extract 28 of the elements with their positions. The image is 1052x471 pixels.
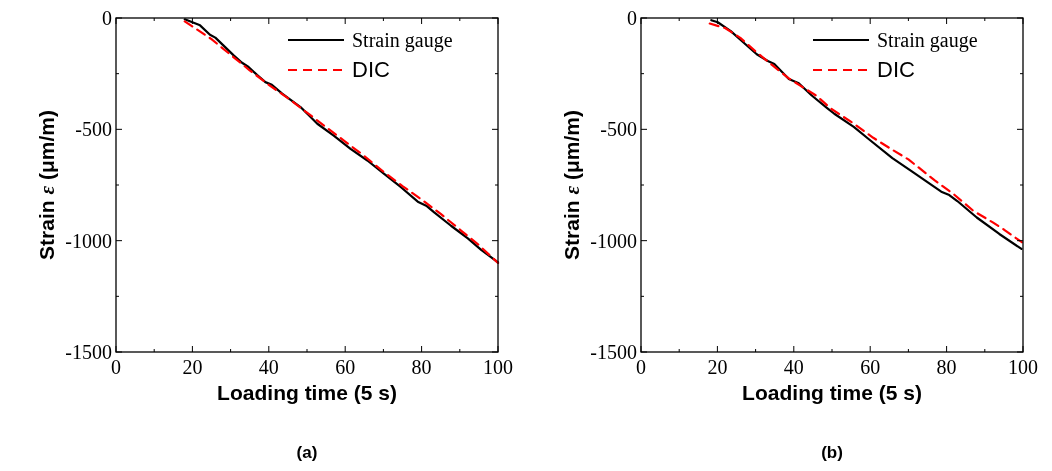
y-tick-label: -1500 xyxy=(65,341,112,363)
legend-label: Strain gauge xyxy=(352,29,453,52)
text: Strain ε (μm/m) xyxy=(560,110,584,260)
x-tick-label: 20 xyxy=(182,356,203,378)
y-tick-label: -1000 xyxy=(590,229,637,252)
legend-label: DIC xyxy=(877,57,915,82)
legend-label: Strain gauge xyxy=(877,29,978,52)
x-tick-label: 40 xyxy=(258,356,279,378)
text: Strain ε (μm/m) xyxy=(35,110,59,260)
x-tick-label: 80 xyxy=(411,356,432,378)
x-tick-label: 60 xyxy=(860,356,881,378)
x-tick-label: 40 xyxy=(783,356,804,378)
y-tick-label: -500 xyxy=(600,118,637,141)
legend-label: DIC xyxy=(352,57,390,82)
y-tick-label: 0 xyxy=(627,7,637,29)
y-tick-label: -1500 xyxy=(590,341,637,363)
y-tick-label: -1000 xyxy=(65,229,112,252)
text: (b) xyxy=(821,443,843,462)
y-tick-label: 0 xyxy=(102,7,112,29)
y-tick-label: -500 xyxy=(75,118,112,141)
text: Loading time (5 s) xyxy=(742,381,922,404)
x-tick-label: 100 xyxy=(1008,356,1038,378)
text: (a) xyxy=(296,443,318,462)
x-tick-label: 20 xyxy=(707,356,728,378)
x-tick-label: 60 xyxy=(335,356,356,378)
x-tick-label: 100 xyxy=(483,356,513,378)
x-tick-label: 80 xyxy=(936,356,957,378)
text: Loading time (5 s) xyxy=(217,381,397,404)
